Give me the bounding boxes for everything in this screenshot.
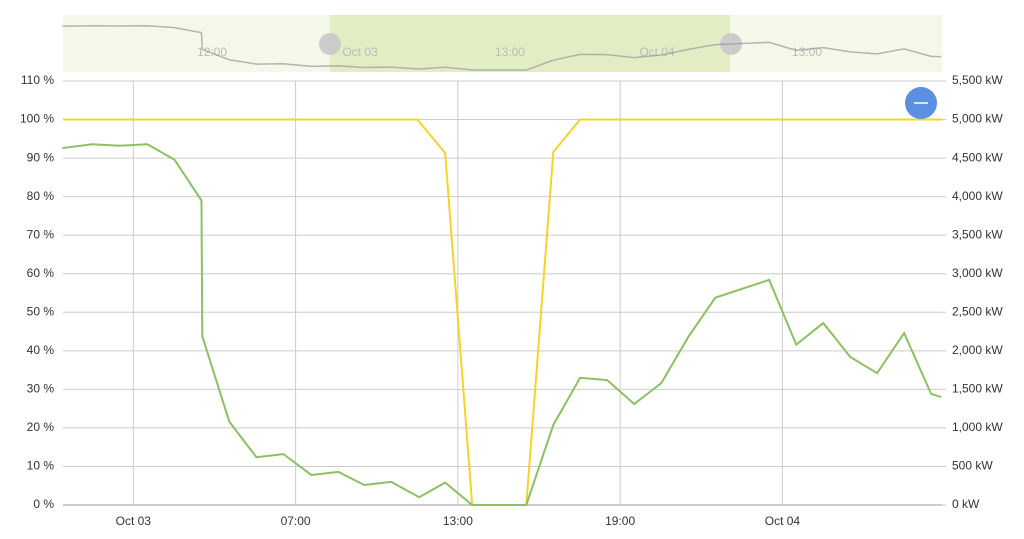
navigator-selection[interactable] bbox=[330, 15, 730, 72]
y2-tick-label: 5,500 kW bbox=[952, 73, 1003, 87]
navigator[interactable]: 12:00 Oct 03 13:00 Oct 04 13:00 bbox=[62, 15, 942, 72]
y-tick-label: 50 % bbox=[27, 304, 55, 318]
y2-tick-label: 3,500 kW bbox=[952, 227, 1003, 241]
navigator-label: Oct 03 bbox=[342, 45, 378, 59]
y-tick-label: 110 % bbox=[21, 73, 54, 87]
y2-tick-label: 1,000 kW bbox=[952, 420, 1003, 434]
x-tick-label: 07:00 bbox=[281, 514, 311, 528]
y-tick-label: 90 % bbox=[27, 150, 55, 164]
x-tick-label: 13:00 bbox=[443, 514, 473, 528]
y-tick-label: 80 % bbox=[27, 189, 55, 203]
y-tick-label: 70 % bbox=[27, 227, 55, 241]
series-line bbox=[62, 143, 942, 506]
x-tick-label: 19:00 bbox=[605, 514, 635, 528]
y-tick-label: 0 % bbox=[33, 497, 54, 511]
y2-tick-label: 0 kW bbox=[952, 497, 980, 511]
y2-tick-label: 1,500 kW bbox=[952, 382, 1003, 396]
y-tick-label: 20 % bbox=[27, 420, 55, 434]
navigator-label: 13:00 bbox=[792, 45, 822, 59]
x-tick-label: Oct 03 bbox=[116, 514, 152, 528]
y2-tick-label: 3,000 kW bbox=[952, 266, 1003, 280]
navigator-label: 13:00 bbox=[495, 45, 525, 59]
navigator-line bbox=[62, 25, 942, 71]
y2-tick-label: 2,500 kW bbox=[952, 304, 1003, 318]
y-tick-label: 100 % bbox=[20, 112, 54, 126]
y2-tick-label: 4,000 kW bbox=[952, 189, 1003, 203]
y-tick-label: 10 % bbox=[27, 459, 55, 473]
y-tick-label: 40 % bbox=[27, 343, 55, 357]
y2-tick-label: 500 kW bbox=[952, 459, 993, 473]
y2-tick-label: 2,000 kW bbox=[952, 343, 1003, 357]
y-tick-label: 30 % bbox=[27, 382, 55, 396]
navigator-handle[interactable] bbox=[319, 33, 341, 55]
y-tick-label: 60 % bbox=[27, 266, 55, 280]
x-tick-label: Oct 04 bbox=[765, 514, 801, 528]
y2-tick-label: 4,500 kW bbox=[952, 150, 1003, 164]
y2-tick-label: 5,000 kW bbox=[952, 112, 1003, 126]
